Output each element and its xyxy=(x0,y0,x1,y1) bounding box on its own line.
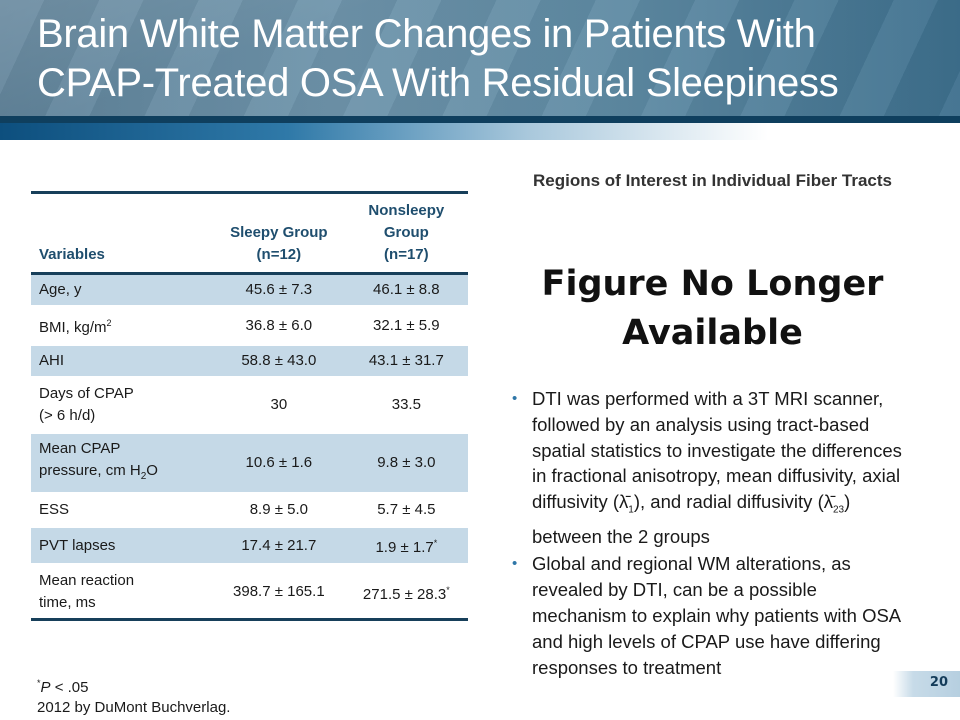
nonsleepy-value: 271.5 ± 28.3* xyxy=(362,584,450,603)
row-label: Mean reaction time, ms xyxy=(39,572,135,611)
bullet-list: • DTI was performed with a 3T MRI scanner… xyxy=(508,386,908,682)
nonsleepy-value: 32.1 ± 5.9 xyxy=(373,316,440,334)
nonsleepy-value: 5.7 ± 4.5 xyxy=(377,501,436,518)
credit-line: 2012 by DuMont Buchverlag. xyxy=(37,699,231,716)
header-divider xyxy=(0,116,960,123)
figure-subtitle: Regions of Interest in Individual Fiber … xyxy=(533,171,892,190)
sleepy-value: 36.8 ± 6.0 xyxy=(245,316,313,334)
bullet-item: • Global and regional WM alterations, as … xyxy=(512,553,901,678)
table-header-row: Variables Sleepy Group (n=12) Nonsleepy Gr… xyxy=(31,192,468,274)
row-label: ESS xyxy=(39,501,70,518)
nonsleepy-value: 46.1 ± 8.8 xyxy=(344,273,468,307)
bullet-icon: • xyxy=(512,390,518,407)
patient-variables-table: Variables Sleepy Group (n=12) Nonsleepy Gr… xyxy=(31,191,468,621)
table-row: Mean reaction time, ms 398.7 ± 165.1 271.… xyxy=(31,565,468,620)
footnote: *P < .05 2012 by DuMont Buchverlag. xyxy=(37,673,230,718)
header-gradient-band xyxy=(0,123,960,140)
header-banner xyxy=(0,0,960,118)
row-label: BMI, kg/m2 xyxy=(39,318,112,336)
header-sleepy: Sleepy Group (n=12) xyxy=(230,224,328,263)
title-line-1: Brain White Matter Changes in Patients W… xyxy=(37,12,816,56)
table-row: PVT lapses 17.4 ± 21.7 1.9 ± 1.7* xyxy=(31,526,468,565)
row-label: AHI xyxy=(31,344,213,378)
row-label: Days of CPAP (> 6 h/d) xyxy=(39,385,134,424)
significance-note: *P < .05 xyxy=(37,678,89,696)
table-row: Days of CPAP (> 6 h/d) 30 33.5 xyxy=(31,378,468,433)
bullet-item: • DTI was performed with a 3T MRI scanner… xyxy=(512,388,902,547)
sleepy-value: 10.6 ± 1.6 xyxy=(213,432,345,494)
table-row: AHI 58.8 ± 43.0 43.1 ± 31.7 xyxy=(31,344,468,378)
header-nonsleepy: Nonsleepy Group (n=17) xyxy=(368,202,445,263)
page-number: 20 xyxy=(929,675,948,690)
table-row: ESS 8.9 ± 5.0 5.7 ± 4.5 xyxy=(31,494,468,527)
sleepy-value: 398.7 ± 165.1 xyxy=(233,583,325,600)
bullet-icon: • xyxy=(512,555,518,573)
nonsleepy-value: 43.1 ± 31.7 xyxy=(344,344,468,378)
table-row: BMI, kg/m2 36.8 ± 6.0 32.1 ± 5.9 xyxy=(31,307,468,345)
table-row: Age, y 45.6 ± 7.3 46.1 ± 8.8 xyxy=(31,273,468,307)
nonsleepy-value: 9.8 ± 3.0 xyxy=(344,432,468,494)
slide-title: Brain White Matter Changes in Patients W… xyxy=(37,10,937,108)
sleepy-value: 45.6 ± 7.3 xyxy=(213,273,345,307)
title-line-2: CPAP-Treated OSA With Residual Sleepines… xyxy=(37,61,839,105)
nonsleepy-value: 1.9 ± 1.7* xyxy=(344,526,468,565)
figure-placeholder: Figure No Longer Available xyxy=(541,264,884,353)
sleepy-value: 58.8 ± 43.0 xyxy=(213,344,345,378)
nonsleepy-value: 33.5 xyxy=(391,396,421,413)
header-variables: Variables xyxy=(39,246,105,263)
page-number-box: 20 xyxy=(893,671,960,697)
sleepy-value: 17.4 ± 21.7 xyxy=(213,526,345,565)
sleepy-value: 8.9 ± 5.0 xyxy=(249,501,308,518)
table-row: Mean CPAP pressure, cm H2O 10.6 ± 1.6 9.8… xyxy=(31,432,468,494)
sleepy-value: 30 xyxy=(270,396,288,413)
row-label: PVT lapses xyxy=(31,526,213,565)
row-label: Mean CPAP pressure, cm H2O xyxy=(31,432,213,494)
row-label: Age, y xyxy=(31,273,213,307)
